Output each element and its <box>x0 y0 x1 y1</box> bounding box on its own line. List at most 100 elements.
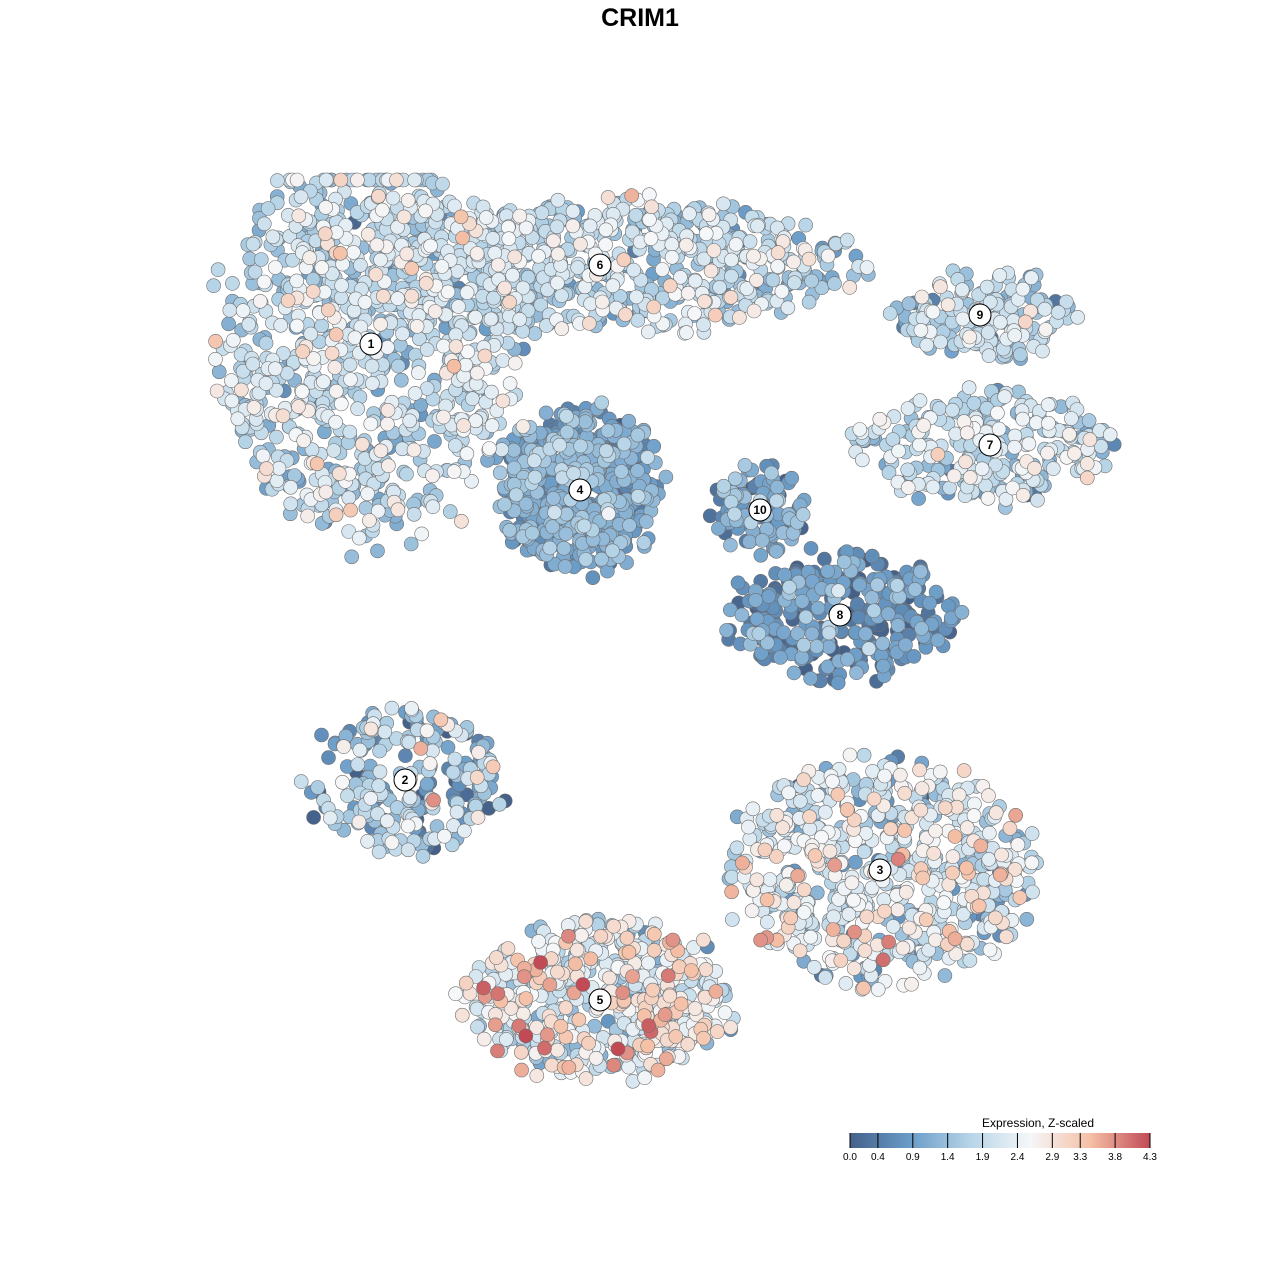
data-point <box>616 252 632 268</box>
data-point <box>371 778 387 794</box>
data-point <box>413 741 429 756</box>
data-point <box>518 991 534 1006</box>
data-point <box>343 502 358 518</box>
data-point <box>877 903 892 919</box>
data-point <box>912 393 928 408</box>
data-point <box>629 289 644 305</box>
data-point <box>333 396 349 412</box>
data-point <box>585 570 601 586</box>
data-point <box>645 982 661 998</box>
data-point <box>492 796 507 812</box>
data-point <box>477 348 493 364</box>
data-point <box>901 296 917 312</box>
colorbar-gradient <box>850 1133 1150 1148</box>
cluster-label-10: 10 <box>748 498 772 522</box>
data-point <box>750 218 765 234</box>
data-point <box>1024 826 1040 841</box>
data-point <box>448 339 464 354</box>
data-point <box>422 756 438 771</box>
data-point <box>389 172 404 188</box>
data-point <box>446 358 462 374</box>
data-point <box>328 327 344 342</box>
data-point <box>897 785 913 801</box>
data-point <box>498 1032 514 1047</box>
data-point <box>1015 281 1031 297</box>
data-point <box>820 563 836 579</box>
data-point <box>641 955 656 971</box>
data-point <box>484 384 499 400</box>
data-point <box>483 311 499 327</box>
data-point <box>732 310 747 325</box>
data-point <box>723 537 738 553</box>
data-point <box>640 450 655 465</box>
data-point <box>280 293 296 308</box>
data-point <box>343 372 358 387</box>
data-point <box>915 870 931 886</box>
data-point <box>380 340 395 355</box>
data-point <box>981 825 997 841</box>
data-point <box>554 321 570 337</box>
data-point <box>724 912 740 927</box>
data-point <box>293 189 309 205</box>
data-point <box>601 506 616 522</box>
data-point <box>992 314 1008 330</box>
data-point <box>459 446 475 462</box>
data-point <box>540 1027 555 1042</box>
data-point <box>951 787 967 803</box>
data-point <box>881 934 896 950</box>
data-point <box>919 337 935 353</box>
data-point <box>230 411 246 427</box>
data-point <box>735 855 750 871</box>
data-point <box>245 356 261 372</box>
data-point <box>991 421 1007 437</box>
data-point <box>746 248 761 264</box>
data-point <box>406 506 422 522</box>
data-point <box>550 275 565 291</box>
data-point <box>830 675 846 691</box>
data-point <box>768 543 784 559</box>
data-point <box>514 1062 529 1078</box>
data-point <box>774 284 790 299</box>
data-point <box>1025 884 1040 900</box>
data-point <box>358 500 374 516</box>
data-point <box>578 552 594 567</box>
data-point <box>516 969 532 985</box>
data-point <box>817 970 833 985</box>
data-point <box>889 578 905 593</box>
data-point <box>916 418 932 433</box>
data-point <box>558 526 574 542</box>
data-point <box>625 969 640 984</box>
data-point <box>790 626 805 641</box>
data-point <box>399 246 415 262</box>
data-point <box>360 486 375 502</box>
colorbar-tick-label: 0.4 <box>871 1152 885 1163</box>
data-point <box>502 294 517 310</box>
data-point <box>258 376 274 391</box>
data-point <box>260 201 276 216</box>
data-point <box>723 289 739 305</box>
data-point <box>801 294 817 310</box>
data-point <box>994 847 1009 863</box>
data-point <box>809 639 825 654</box>
data-point <box>1064 411 1079 426</box>
data-point <box>324 345 340 361</box>
data-point <box>697 294 712 309</box>
data-point <box>531 248 546 264</box>
data-point <box>646 438 662 454</box>
data-point <box>806 959 822 975</box>
colorbar-title: Expression, Z-scaled <box>982 1116 1094 1130</box>
data-point <box>494 442 510 457</box>
data-point <box>390 291 406 306</box>
data-point <box>271 460 287 476</box>
data-point <box>1007 439 1022 455</box>
data-point <box>930 447 946 462</box>
data-point <box>798 217 814 233</box>
data-point <box>803 929 819 945</box>
colorbar-tick-label: 2.9 <box>1045 1152 1059 1163</box>
data-point <box>852 422 868 437</box>
data-point <box>273 317 289 333</box>
data-point <box>1082 432 1098 447</box>
data-point <box>598 222 614 238</box>
data-point <box>1040 445 1055 461</box>
